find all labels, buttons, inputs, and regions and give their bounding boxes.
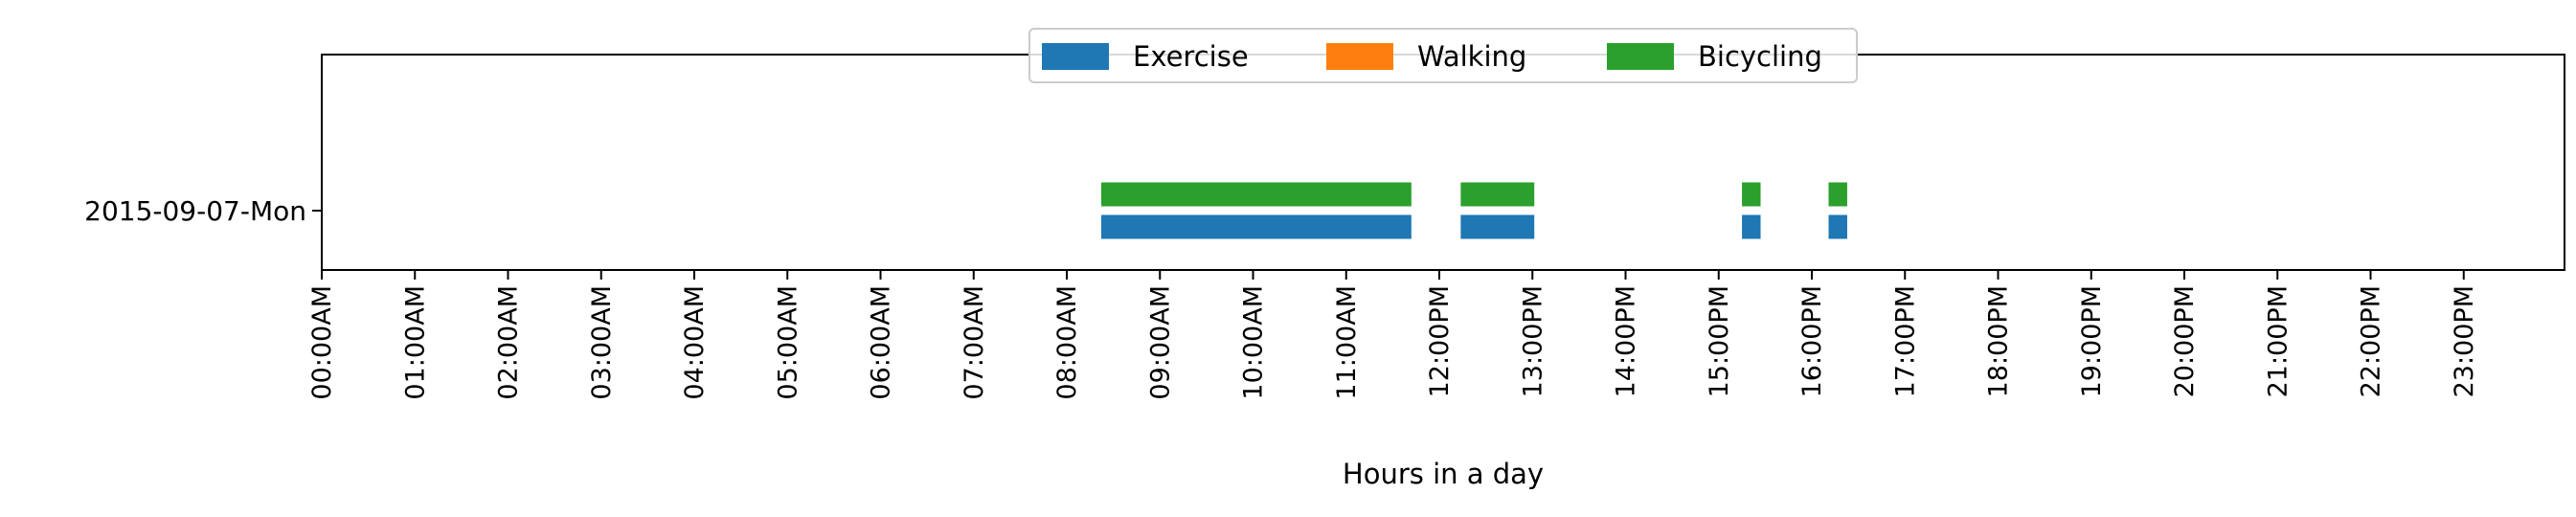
x-tick-label-9: 09:00AM: [1145, 285, 1175, 400]
legend-label-1: Walking: [1417, 40, 1526, 73]
x-tick-label-13: 13:00PM: [1518, 285, 1548, 397]
y-axis: 2015-09-07-Mon: [84, 195, 322, 227]
x-tick-label-7: 07:00AM: [960, 285, 989, 400]
legend-swatch-0: [1042, 43, 1109, 70]
x-tick-label-22: 22:00PM: [2357, 285, 2386, 397]
x-tick-label-21: 21:00PM: [2263, 285, 2293, 397]
bar-0-1: [1460, 214, 1535, 239]
bar-2-2: [1742, 182, 1761, 207]
bar-2-0: [1100, 182, 1412, 207]
legend-label-2: Bicycling: [1698, 40, 1822, 73]
bars-layer: [1100, 182, 1847, 239]
bar-2-3: [1828, 182, 1847, 207]
x-tick-label-12: 12:00PM: [1425, 285, 1455, 397]
x-axis-label: Hours in a day: [1343, 458, 1544, 490]
legend: Exercise Walking Bicycling: [1028, 28, 1858, 83]
x-tick-label-23: 23:00PM: [2450, 285, 2479, 397]
x-tick-label-8: 08:00AM: [1052, 285, 1082, 400]
bar-0-2: [1742, 214, 1761, 239]
y-tick-label-0: 2015-09-07-Mon: [84, 195, 306, 227]
x-axis: 00:00AM 01:00AM 02:00AM 03:00AM 04:00AM 05:00…: [307, 270, 2479, 400]
x-tick-label-20: 20:00PM: [2170, 285, 2200, 397]
x-tick-label-15: 15:00PM: [1705, 285, 1734, 397]
x-tick-label-19: 19:00PM: [2077, 285, 2107, 397]
x-tick-label-10: 10:00AM: [1239, 285, 1269, 400]
x-tick-label-2: 02:00AM: [494, 285, 524, 400]
x-tick-label-16: 16:00PM: [1797, 285, 1827, 397]
x-tick-label-6: 06:00AM: [867, 285, 896, 400]
x-tick-label-17: 17:00PM: [1890, 285, 1920, 397]
x-tick-label-5: 05:00AM: [773, 285, 802, 400]
bar-2-1: [1460, 182, 1535, 207]
legend-swatch-1: [1326, 43, 1393, 70]
x-tick-label-11: 11:00AM: [1332, 285, 1362, 400]
x-tick-label-4: 04:00AM: [680, 285, 710, 400]
x-tick-label-1: 01:00AM: [400, 285, 430, 400]
x-tick-label-0: 00:00AM: [307, 285, 337, 400]
bar-0-0: [1100, 214, 1412, 239]
legend-swatch-2: [1607, 43, 1674, 70]
bar-0-3: [1828, 214, 1847, 239]
plot-frame: [321, 54, 2565, 271]
legend-label-0: Exercise: [1133, 40, 1249, 73]
x-tick-label-3: 03:00AM: [587, 285, 617, 400]
x-tick-label-14: 14:00PM: [1612, 285, 1641, 397]
x-tick-label-18: 18:00PM: [1984, 285, 2014, 397]
